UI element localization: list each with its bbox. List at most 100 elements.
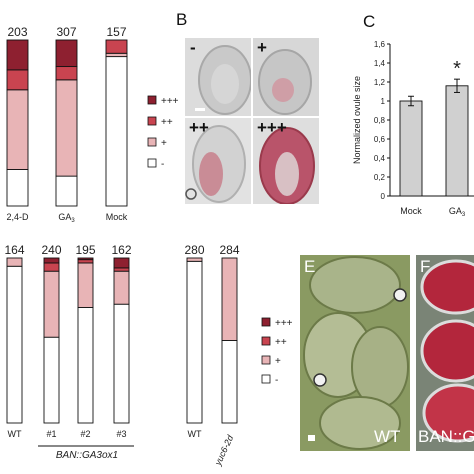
legend-a: ++++++- bbox=[147, 95, 179, 170]
legend-a-swatch-2 bbox=[147, 137, 157, 147]
chart-d-bar-2-seg-1 bbox=[77, 262, 94, 308]
chart-a-count-0: 203 bbox=[7, 25, 27, 39]
chart-d-count-5: 284 bbox=[219, 243, 239, 257]
chart-d-bar-2-seg-3 bbox=[77, 257, 94, 261]
chart-d-bar-2-seg-0 bbox=[77, 307, 94, 424]
legend-a-label-0: +++ bbox=[161, 96, 179, 107]
chart-c-ytick-label-6: 1,2 bbox=[374, 78, 386, 87]
chart-d-count-3: 162 bbox=[111, 243, 131, 257]
chart-a-stacked-bars: 203 307 157 2,4-D GA3 Mock bbox=[6, 25, 127, 224]
image-e-wt: E WT bbox=[300, 255, 410, 451]
panel-letter-f: F bbox=[420, 257, 431, 276]
chart-c-ytick-label-0: 0 bbox=[381, 192, 386, 201]
legend-d-label-1: ++ bbox=[275, 337, 287, 348]
chart-d-bar-1-seg-3 bbox=[43, 257, 60, 264]
chart-a-bar-1-seg-1 bbox=[55, 79, 78, 177]
chart-c-significance: * bbox=[453, 58, 461, 80]
image-f-ban: F BAN::G bbox=[416, 255, 474, 451]
ovule-shape-plus-plus-plus bbox=[259, 127, 315, 204]
chart-d-bar-5-seg-1 bbox=[221, 257, 238, 341]
chart-a-bar-0-seg-2 bbox=[6, 69, 29, 91]
legend-a-label-2: + bbox=[161, 138, 167, 149]
legend-d-label-0: +++ bbox=[275, 318, 293, 329]
chart-d-category-2: #2 bbox=[80, 429, 90, 439]
ovule-image-plus-plus-plus: +++ bbox=[253, 118, 319, 204]
image-e-label: WT bbox=[374, 427, 401, 446]
panel-letter-b: B bbox=[176, 10, 188, 29]
image-e-ovules bbox=[300, 255, 410, 451]
chart-a-bar-1-seg-0 bbox=[55, 175, 78, 207]
chart-a-bar-0-seg-0 bbox=[6, 169, 29, 207]
chart-d-count-2: 195 bbox=[75, 243, 95, 257]
chart-c-ytick-label-1: 0,2 bbox=[374, 173, 386, 182]
chart-d-bar-5-seg-0 bbox=[221, 340, 238, 424]
chart-a-bar-0-seg-1 bbox=[6, 89, 29, 170]
legend-a-swatch-3 bbox=[147, 158, 157, 168]
chart-d-bar-1-seg-1 bbox=[43, 270, 60, 338]
legend-d-swatch-1 bbox=[261, 336, 271, 346]
chart-d-bar-0-seg-0 bbox=[6, 265, 23, 424]
chart-c-category-0: Mock bbox=[400, 206, 422, 216]
legend-d-swatch-3 bbox=[261, 374, 271, 384]
image-f-label: BAN::G bbox=[418, 427, 474, 446]
chart-d-category-0: WT bbox=[8, 429, 22, 439]
ovule-image-minus: - bbox=[185, 38, 251, 116]
chart-c-ytick-label-2: 0,4 bbox=[374, 154, 386, 163]
chart-a-bar-1-seg-2 bbox=[55, 66, 78, 81]
ovule-image-plus: + bbox=[253, 38, 319, 116]
ovule-image-plus-plus: ++ bbox=[185, 118, 251, 204]
chart-d-category-4: WT bbox=[188, 429, 202, 439]
chart-c-bar-1 bbox=[445, 85, 469, 197]
chart-a-bar-2-seg-1 bbox=[105, 52, 128, 58]
chart-d-bar-4-seg-1 bbox=[186, 257, 203, 262]
legend-a-swatch-1 bbox=[147, 116, 157, 126]
grade-label-minus: - bbox=[190, 38, 196, 57]
legend-d-swatch-0 bbox=[261, 317, 271, 327]
chart-c-ytick-label-5: 1 bbox=[381, 97, 386, 106]
chart-d-bar-3-seg-1 bbox=[113, 270, 130, 305]
grade-label-plus-plus: ++ bbox=[189, 118, 209, 137]
chart-d-bar-1-seg-2 bbox=[43, 262, 60, 272]
chart-d-bar-2-seg-2 bbox=[77, 259, 94, 264]
chart-c-ylabel: Normalized ovule size bbox=[352, 76, 362, 164]
chart-a-bar-2-seg-0 bbox=[105, 56, 128, 207]
chart-a-bar-2-seg-2 bbox=[105, 39, 128, 54]
chart-d-bar-3-seg-2 bbox=[113, 267, 130, 272]
grade-label-plus: + bbox=[257, 38, 267, 57]
chart-c-ytick-label-8: 1,6 bbox=[374, 40, 386, 49]
chart-d-group-label: BAN::GA3ox1 bbox=[56, 450, 118, 461]
chart-d-count-4: 280 bbox=[184, 243, 204, 257]
chart-d-bar-1-seg-0 bbox=[43, 336, 60, 424]
chart-d-category-3: #3 bbox=[116, 429, 126, 439]
chart-d-bar-3-seg-0 bbox=[113, 303, 130, 424]
chart-a-category-2: Mock bbox=[106, 212, 128, 222]
legend-a-swatch-0 bbox=[147, 95, 157, 105]
image-f-ovules bbox=[416, 255, 474, 451]
ovule-shape-plus bbox=[258, 49, 312, 115]
panel-letter-c: C bbox=[363, 12, 376, 31]
chart-d-count-0: 164 bbox=[4, 243, 24, 257]
chart-a-bar-0-seg-3 bbox=[6, 39, 29, 71]
chart-c-ytick-label-7: 1,4 bbox=[374, 59, 386, 68]
chart-a-count-2: 157 bbox=[106, 25, 126, 39]
legend-a-label-1: ++ bbox=[161, 117, 173, 128]
chart-d-category-5: yuc6-2d bbox=[212, 433, 235, 468]
chart-d-bar-3-seg-3 bbox=[113, 257, 130, 269]
chart-c-ytick-label-4: 0,8 bbox=[374, 116, 386, 125]
legend-d-swatch-2 bbox=[261, 355, 271, 365]
chart-d-bar-0-seg-1 bbox=[6, 257, 23, 267]
chart-a-category-sub-1: 3 bbox=[71, 218, 75, 224]
legend-d-label-3: - bbox=[275, 375, 278, 386]
chart-c-bar-0 bbox=[399, 100, 423, 197]
ovule-shape-plus-plus bbox=[185, 125, 246, 203]
chart-a-category-0: 2,4-D bbox=[6, 212, 29, 222]
chart-d-bar-4-seg-0 bbox=[186, 260, 203, 424]
chart-c-ovule-size: 0 0,2 0,4 0,6 0,8 1 1,2 1,4 1,6 Normalized ovule … bbox=[352, 40, 474, 218]
chart-c-ytick-label-3: 0,6 bbox=[374, 135, 386, 144]
chart-a-category-1: GA3 bbox=[58, 212, 75, 224]
legend-a-label-3: - bbox=[161, 159, 164, 170]
chart-c-category-1: GA3 bbox=[449, 206, 466, 218]
chart-d-count-1: 240 bbox=[41, 243, 61, 257]
